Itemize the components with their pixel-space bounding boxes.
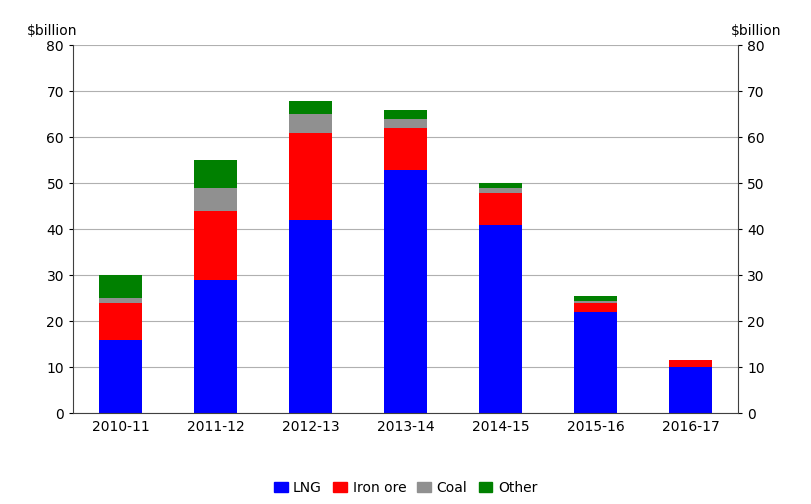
Bar	[384, 128, 427, 169]
Bar	[289, 133, 332, 220]
Bar	[194, 280, 237, 413]
Bar	[574, 303, 617, 312]
Bar	[384, 169, 427, 413]
Bar	[194, 160, 237, 188]
Bar	[574, 312, 617, 413]
Bar	[384, 119, 427, 128]
Bar	[289, 100, 332, 114]
Bar	[194, 188, 237, 211]
Bar	[384, 110, 427, 119]
Bar	[669, 360, 712, 367]
Bar	[669, 367, 712, 413]
Bar	[99, 340, 142, 413]
Bar	[289, 114, 332, 133]
Bar	[574, 296, 617, 300]
Legend: LNG, Iron ore, Coal, Other: LNG, Iron ore, Coal, Other	[268, 475, 543, 500]
Bar	[99, 275, 142, 298]
Text: $billion: $billion	[731, 24, 781, 38]
Bar	[99, 298, 142, 303]
Bar	[479, 188, 522, 193]
Bar	[479, 193, 522, 225]
Bar	[99, 303, 142, 340]
Text: $billion: $billion	[27, 24, 77, 38]
Bar	[479, 225, 522, 413]
Bar	[194, 211, 237, 280]
Bar	[479, 183, 522, 188]
Bar	[574, 300, 617, 303]
Bar	[289, 220, 332, 413]
